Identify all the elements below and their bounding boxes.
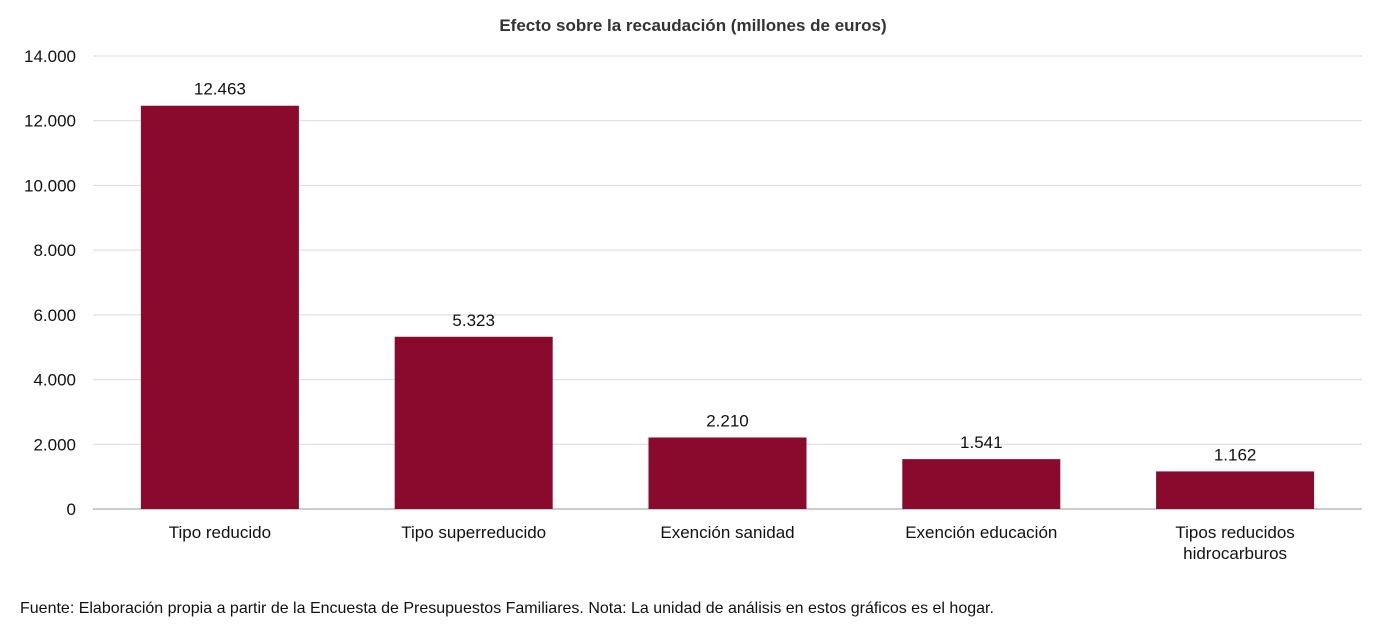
- data-label: 5.323: [452, 311, 495, 330]
- x-tick-label: Exención sanidad: [660, 523, 794, 542]
- x-tick-label: Tipo superreducido: [401, 523, 546, 542]
- y-tick-label: 0: [67, 500, 76, 519]
- y-tick-label: 14.000: [24, 47, 76, 66]
- data-label: 2.210: [706, 411, 749, 430]
- x-tick-label: Tipos reducidos: [1175, 523, 1294, 542]
- bar: [140, 105, 299, 510]
- bar: [648, 437, 807, 509]
- bar: [1156, 471, 1315, 509]
- y-tick-label: 10.000: [24, 176, 76, 195]
- data-label: 1.541: [960, 433, 1003, 452]
- x-tick-label: hidrocarburos: [1183, 544, 1287, 563]
- y-tick-label: 4.000: [33, 371, 76, 390]
- y-tick-label: 8.000: [33, 241, 76, 260]
- bar: [394, 336, 553, 509]
- y-tick-label: 12.000: [24, 112, 76, 131]
- y-tick-label: 2.000: [33, 435, 76, 454]
- x-tick-label: Tipo reducido: [169, 523, 271, 542]
- x-tick-label: Exención educación: [905, 523, 1057, 542]
- chart-title: Efecto sobre la recaudación (millones de…: [499, 16, 887, 35]
- bar: [902, 459, 1061, 509]
- y-tick-label: 6.000: [33, 306, 76, 325]
- data-label: 12.463: [194, 80, 246, 99]
- data-label: 1.162: [1214, 445, 1257, 464]
- bar-chart: 0 2.000 4.000 6.000 8.000 10.000 12.000 14.000 1…: [24, 47, 1362, 563]
- source-note: Fuente: Elaboración propia a partir de l…: [20, 600, 994, 617]
